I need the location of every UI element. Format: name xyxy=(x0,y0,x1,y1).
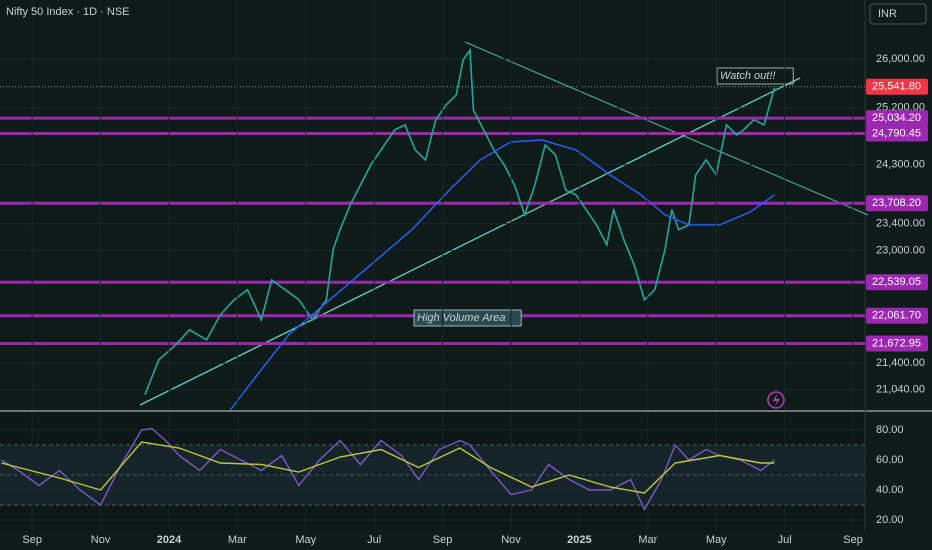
level-label: 23,708.20 xyxy=(872,197,921,209)
rsi-band xyxy=(0,444,865,505)
x-tick-label: Nov xyxy=(91,534,111,546)
series-line xyxy=(1,427,775,512)
annotation: Watch out!! xyxy=(720,70,775,82)
event-icon[interactable] xyxy=(767,391,785,409)
level-label: 21,672.95 xyxy=(872,337,921,349)
x-tick-label: Jul xyxy=(367,534,381,546)
y-tick-label: 23,000.00 xyxy=(876,245,925,257)
level-label-box xyxy=(866,195,928,212)
y-tick-label: 21,400.00 xyxy=(876,357,925,369)
x-tick-label: Nov xyxy=(501,534,521,546)
level-label-box xyxy=(866,335,928,352)
level-label: 22,061.70 xyxy=(872,310,921,322)
y-tick-label: 20.00 xyxy=(876,514,904,526)
level-label-box xyxy=(866,307,928,324)
level-label-box xyxy=(866,110,928,127)
series-line xyxy=(1,441,775,494)
y-tick-label: 60.00 xyxy=(876,454,904,466)
y-tick-label: 26,000.00 xyxy=(876,53,925,65)
series-line xyxy=(229,139,775,411)
level-label-box xyxy=(866,274,928,291)
rsi-background xyxy=(0,412,865,530)
last-price-box xyxy=(866,78,928,95)
last-price-label: 25,541.80 xyxy=(872,81,921,93)
trend-line xyxy=(464,41,869,216)
annotation-box xyxy=(413,309,522,327)
event-icon-bolt xyxy=(773,394,780,406)
y-tick-label: 80.00 xyxy=(876,424,904,436)
x-tick-label: Sep xyxy=(22,534,42,546)
y-tick-label: 21,040.00 xyxy=(876,384,925,396)
annotation: High Volume Area xyxy=(417,312,505,324)
level-label-box xyxy=(866,125,928,142)
x-tick-label: Mar xyxy=(638,534,657,546)
x-tick-label: Jul xyxy=(778,534,792,546)
level-label: 25,034.20 xyxy=(872,112,921,124)
currency[interactable]: INR xyxy=(878,8,897,20)
currency-box[interactable] xyxy=(869,3,927,25)
level-label: 22,539.05 xyxy=(872,276,921,288)
x-tick-label: Sep xyxy=(843,534,863,546)
x-tick-label: 2025 xyxy=(567,534,591,546)
annotation-box xyxy=(716,67,794,85)
x-tick-label: 2024 xyxy=(157,534,182,546)
x-tick-label: Sep xyxy=(433,534,453,546)
level-label: 24,790.45 xyxy=(872,127,921,139)
series-line xyxy=(144,47,776,395)
y-tick-label: 24,300.00 xyxy=(876,159,925,171)
x-tick-label: May xyxy=(295,534,316,546)
x-tick-label: May xyxy=(706,534,727,546)
y-tick-label: 40.00 xyxy=(876,484,904,496)
x-tick-label: Mar xyxy=(228,534,247,546)
y-tick-label: 23,400.00 xyxy=(876,218,925,230)
chart-title: Nifty 50 Index · 1D · NSE xyxy=(6,6,130,18)
